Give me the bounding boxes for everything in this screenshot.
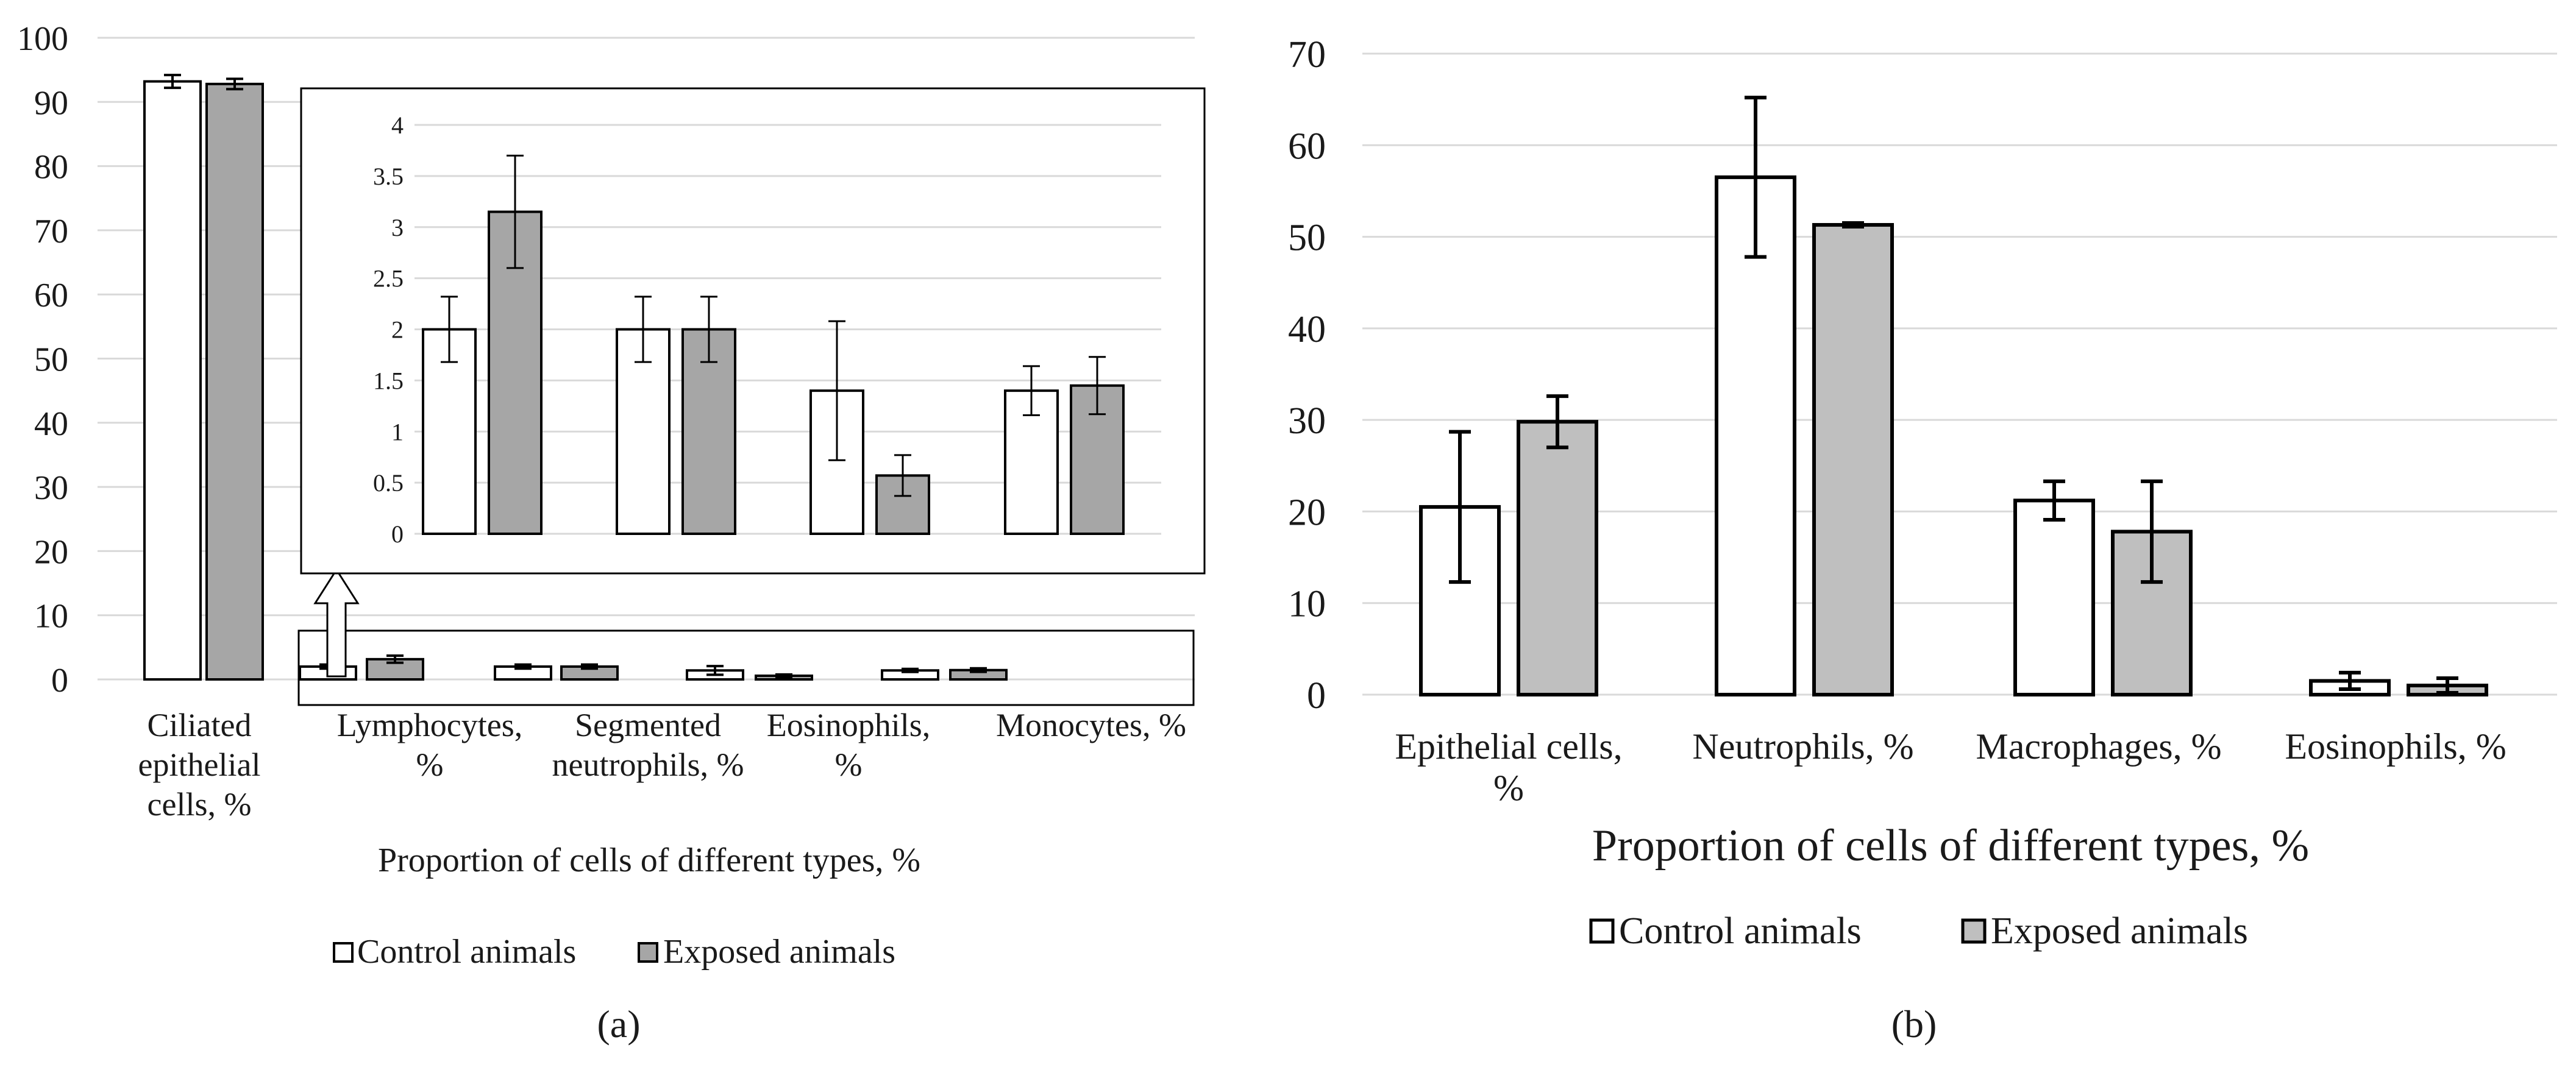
error-bar-b-control-0 <box>1449 430 1471 584</box>
bar-b-control-1 <box>1715 175 1796 696</box>
x-tick-a-0-0: Ciliated <box>148 707 252 743</box>
x-axis-title-a: Proportion of cells of different types, … <box>378 841 920 879</box>
error-bar-a-exposed-4 <box>970 667 987 673</box>
error-bar-a-control-2 <box>514 663 532 670</box>
inset-bar-control-1 <box>422 328 477 535</box>
zoom-arrow-icon <box>313 568 360 678</box>
inset-y-tick-7: 3.5 <box>373 163 404 190</box>
y-tick-a-10: 100 <box>17 20 68 58</box>
error-bar-a-exposed-1 <box>386 654 404 664</box>
x-tick-a-1-1: % <box>416 746 444 783</box>
error-bar-b-exposed-1 <box>1842 221 1864 229</box>
inset-error-bar-control-4 <box>1023 365 1040 416</box>
legend-label-b-exposed: Exposed animals <box>1991 910 2248 952</box>
error-bar-a-control-4 <box>902 667 919 673</box>
legend-swatch-a-exposed <box>638 942 658 963</box>
inset-y-tick-0: 0 <box>391 520 404 548</box>
y-tick-b-5: 50 <box>1288 218 1326 259</box>
error-bar-a-exposed-2 <box>581 663 598 670</box>
x-tick-a-3-0: Eosinophils, <box>767 707 931 743</box>
inset-error-bar-exposed-3 <box>894 454 911 497</box>
inset-y-tick-2: 1 <box>391 418 404 445</box>
y-tick-b-4: 40 <box>1288 309 1326 350</box>
inset-error-bar-control-3 <box>828 320 845 461</box>
inset-y-tick-5: 2.5 <box>373 265 404 292</box>
x-tick-a-0-1: epithelial <box>138 746 261 783</box>
inset-source-box <box>297 629 1195 706</box>
y-tick-b-3: 30 <box>1288 400 1326 442</box>
error-bar-a-control-0 <box>164 74 181 90</box>
inset-y-tick-3: 1.5 <box>373 367 404 394</box>
y-tick-b-7: 70 <box>1288 34 1326 76</box>
y-tick-a-2: 20 <box>34 533 68 571</box>
panel-label-b: (b) <box>1891 1002 1937 1046</box>
x-tick-a-4-0: Monocytes, % <box>996 707 1186 743</box>
error-bar-b-exposed-3 <box>2436 676 2458 695</box>
x-tick-b-3-0: Eosinophils, % <box>2285 726 2506 767</box>
panel-a-chart: 0102030405060708090100Ciliatedepithelial… <box>17 20 1206 1046</box>
error-bar-b-exposed-0 <box>1546 394 1568 450</box>
y-tick-a-0: 0 <box>51 662 68 700</box>
y-tick-a-3: 30 <box>34 469 68 507</box>
y-tick-a-7: 70 <box>34 213 68 250</box>
inset-error-bar-exposed-4 <box>1089 356 1106 416</box>
error-bar-a-exposed-0 <box>226 77 243 91</box>
error-bar-b-control-2 <box>2043 479 2065 522</box>
inset-bar-control-2 <box>616 328 671 535</box>
x-tick-a-1-0: Lymphocytes, <box>337 707 522 743</box>
x-tick-b-2-0: Macrophages, % <box>1976 726 2221 767</box>
y-tick-b-6: 60 <box>1288 126 1326 167</box>
x-tick-a-2-0: Segmented <box>575 707 721 743</box>
inset-y-tick-8: 4 <box>391 112 404 139</box>
x-tick-a-0-2: cells, % <box>148 786 252 823</box>
y-tick-a-5: 50 <box>34 341 68 379</box>
y-tick-a-8: 80 <box>34 149 68 186</box>
inset-error-bar-exposed-1 <box>507 154 524 269</box>
x-tick-b-0-1: % <box>1493 768 1524 808</box>
y-tick-a-4: 40 <box>34 405 68 443</box>
legend-label-a-control: Control animals <box>357 933 576 971</box>
bar-a-exposed-0 <box>205 82 264 681</box>
panel-b-chart: 0 10 20 30 40 50 60 70 Epithelial cells,% Neutrop… <box>1288 34 2557 1046</box>
error-bar-a-exposed-3 <box>775 673 792 679</box>
x-tick-b-0-0: Epithelial cells, <box>1395 726 1622 767</box>
bar-b-control-2 <box>2013 498 2095 696</box>
legend-swatch-b-exposed <box>1961 918 1987 944</box>
y-tick-b-1: 10 <box>1288 584 1326 625</box>
inset-chart: 0 0.5 1 1.5 2 2.5 3 3.5 4 <box>300 87 1206 575</box>
error-bar-b-exposed-2 <box>2141 479 2163 584</box>
inset-y-tick-4: 2 <box>391 316 404 344</box>
x-axis-title-b: Proportion of cells of different types, … <box>1592 821 2309 871</box>
bar-b-exposed-0 <box>1517 420 1598 696</box>
inset-y-tick-1: 0.5 <box>373 469 404 497</box>
legend-swatch-b-control <box>1589 918 1615 944</box>
x-tick-a-3-1: % <box>835 746 863 783</box>
y-tick-a-6: 60 <box>34 277 68 314</box>
error-bar-b-control-1 <box>1745 96 1767 259</box>
y-tick-a-1: 10 <box>34 598 68 636</box>
y-tick-a-9: 90 <box>34 84 68 122</box>
y-tick-b-0: 0 <box>1307 675 1326 717</box>
bar-a-control-0 <box>143 80 202 681</box>
y-tick-b-2: 20 <box>1288 492 1326 533</box>
legend-label-b-control: Control animals <box>1619 910 1862 952</box>
error-bar-a-control-3 <box>706 665 724 676</box>
inset-error-bar-control-2 <box>635 296 652 363</box>
legend-label-a-exposed: Exposed animals <box>663 933 895 971</box>
inset-bar-exposed-2 <box>681 328 736 535</box>
panel-label-a: (a) <box>597 1002 640 1046</box>
bar-b-exposed-1 <box>1812 223 1894 696</box>
error-bar-b-control-3 <box>2339 670 2361 691</box>
inset-y-tick-6: 3 <box>391 214 404 241</box>
x-tick-a-2-1: neutrophils, % <box>552 746 744 783</box>
x-tick-b-1-0: Neutrophils, % <box>1692 726 1913 767</box>
legend-swatch-a-control <box>333 942 354 963</box>
inset-error-bar-exposed-2 <box>700 296 717 363</box>
inset-error-bar-control-1 <box>441 296 458 363</box>
